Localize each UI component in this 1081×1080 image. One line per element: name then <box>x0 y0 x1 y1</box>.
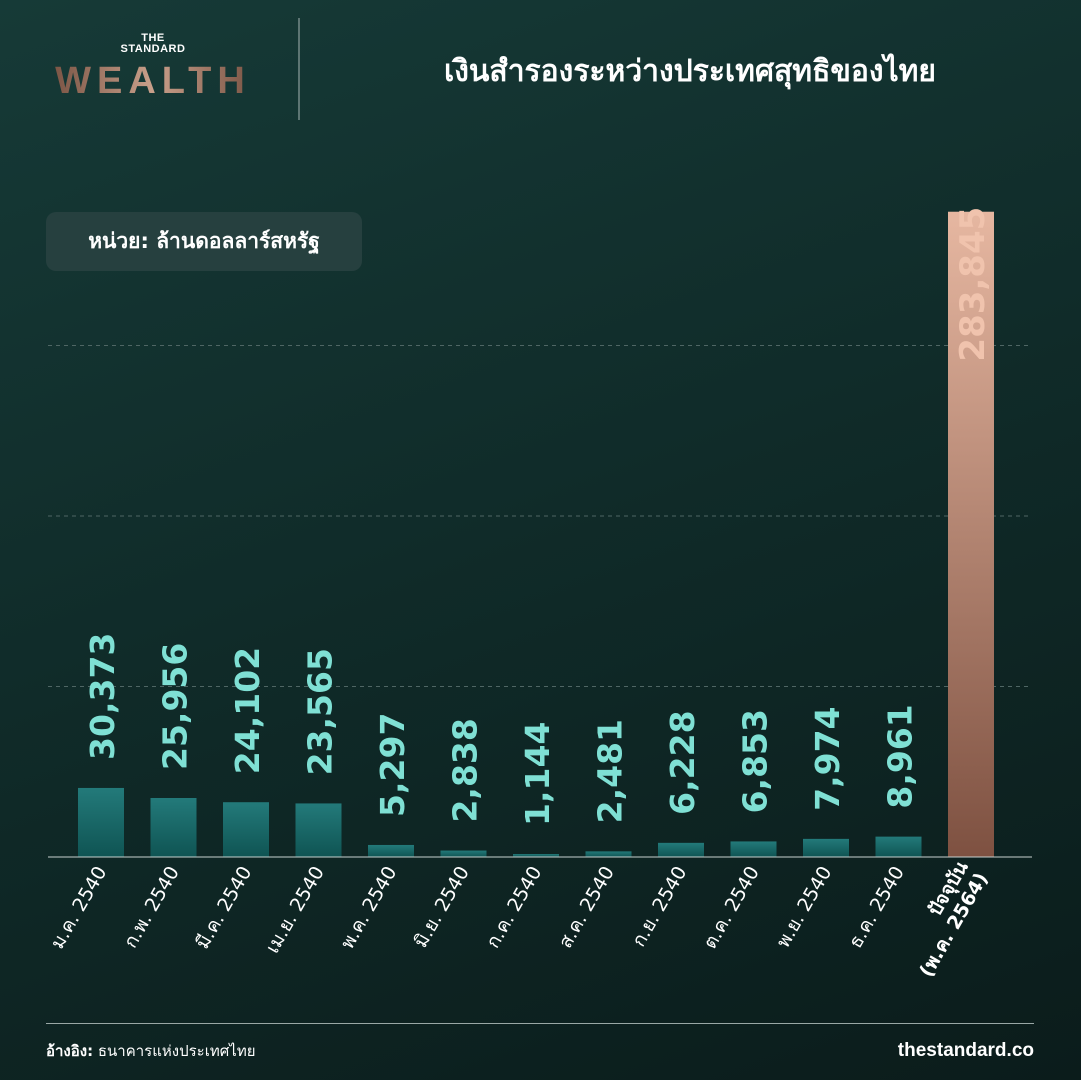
bar-12 <box>948 211 994 857</box>
bar-8 <box>658 842 704 857</box>
category-label-5: มิ.ย. 2540 <box>410 863 474 952</box>
value-label-0: 30,373 <box>83 633 122 760</box>
value-label-2: 24,102 <box>228 647 267 774</box>
brand-top-text: THE <box>141 32 165 44</box>
brand-main-text: WEALTH <box>52 61 254 101</box>
source-note: อ้างอิง: ธนาคารแห่งประเทศไทย <box>46 1039 256 1063</box>
bar-11 <box>875 836 922 857</box>
bar-5 <box>440 850 487 857</box>
source-label: อ้างอิง: <box>46 1042 94 1060</box>
bar-10 <box>803 838 849 857</box>
source-text: ธนาคารแห่งประเทศไทย <box>97 1042 256 1060</box>
category-label-8: ก.ย. 2540 <box>628 863 692 951</box>
value-label-8: 6,228 <box>663 710 702 814</box>
category-label-2: มี.ค. 2540 <box>191 863 256 953</box>
value-label-10: 7,974 <box>808 706 847 810</box>
value-label-12: 283,845 <box>953 207 993 362</box>
category-label-12: ปัจจุบัน(พ.ค. 2564) <box>895 857 992 980</box>
value-label-7: 2,481 <box>591 719 630 823</box>
bar-9 <box>730 841 777 857</box>
value-label-6: 1,144 <box>518 722 557 826</box>
value-label-4: 5,297 <box>373 713 412 817</box>
unit-label-box: หน่วย: ล้านดอลลาร์สหรัฐ <box>46 212 362 271</box>
brand-logo: THE STANDARD WEALTH <box>52 32 254 102</box>
bar-0 <box>78 787 124 857</box>
category-label-10: พ.ย. 2540 <box>772 863 836 952</box>
header-divider <box>298 18 300 120</box>
bar-2 <box>223 802 269 857</box>
value-label-1: 25,956 <box>156 643 195 770</box>
site-link[interactable]: thestandard.co <box>897 1040 1034 1061</box>
category-label-6: ก.ค. 2540 <box>482 863 546 953</box>
unit-label: หน่วย: ล้านดอลลาร์สหรัฐ <box>88 229 320 253</box>
category-label-3: เม.ย. 2540 <box>261 863 328 958</box>
bar-6 <box>513 854 559 857</box>
bar-7 <box>585 851 632 857</box>
value-label-11: 8,961 <box>881 704 920 808</box>
bar-4 <box>368 844 414 857</box>
category-label-0: ม.ค. 2540 <box>46 863 111 953</box>
category-label-11: ธ.ค. 2540 <box>844 863 908 953</box>
category-label-7: ส.ค. 2540 <box>554 863 618 953</box>
bar-3 <box>295 803 342 857</box>
category-label-4: พ.ค. 2540 <box>336 863 401 953</box>
category-label-1: ก.พ. 2540 <box>120 863 184 952</box>
value-label-9: 6,853 <box>736 709 775 813</box>
value-label-3: 23,565 <box>301 648 340 775</box>
category-label-9: ต.ค. 2540 <box>699 863 764 953</box>
chart-title: เงินสำรองระหว่างประเทศสุทธิของไทย <box>443 54 937 89</box>
value-label-5: 2,838 <box>446 718 485 822</box>
bar-1 <box>150 797 197 857</box>
brand-middle-text: STANDARD <box>120 43 186 55</box>
footer-divider <box>46 1023 1034 1024</box>
